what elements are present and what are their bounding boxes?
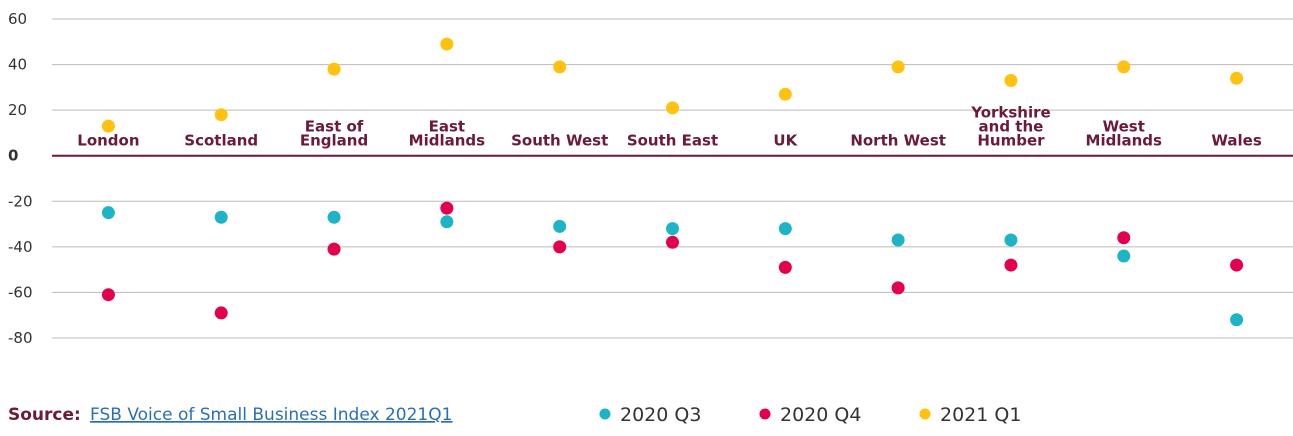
dot [327,242,341,256]
dot [891,233,905,247]
source-label: Source: [8,405,81,425]
legend-marker [919,408,931,420]
dot [440,201,454,215]
dot [101,119,115,133]
dot [101,288,115,302]
dot [666,222,679,236]
dot [1004,258,1018,272]
dot [553,219,567,233]
y-tick-label: -60 [8,283,33,301]
x-tick-label: North West [850,132,946,150]
legend-marker [599,408,611,420]
dot [214,108,228,122]
x-tick-label: UK [773,132,798,150]
dot [553,60,567,74]
x-tick-label: East of England [300,118,368,150]
x-tick-label: Scotland [184,132,258,150]
source-link[interactable]: FSB Voice of Small Business Index 2021Q1 [90,405,452,425]
dot [101,206,115,220]
dot [1004,233,1018,247]
dot [553,240,567,254]
y-tick-label: -80 [8,329,33,347]
legend-marker [759,408,771,420]
dot [440,37,454,51]
dot [214,306,228,320]
legend-label: 2020 Q3 [620,404,701,426]
y-tick-label: 0 [8,147,18,165]
x-tick-label: South West [511,132,608,150]
dot [1230,71,1244,85]
dot [778,222,792,236]
dot [666,235,679,249]
dot [1004,74,1018,88]
legend-label: 2020 Q4 [780,404,861,426]
dot [891,281,905,295]
x-tick-label: Wales [1211,132,1261,150]
y-tick-label: 40 [8,56,27,74]
x-tick-label: West Midlands [1086,118,1162,150]
y-tick-label: 20 [8,101,27,119]
dot [440,215,454,229]
x-tick-label: London [77,132,139,150]
dot [1230,313,1244,327]
dot [778,87,792,101]
dot [327,62,341,76]
dot [778,260,792,274]
dot [327,210,341,224]
dot [1117,249,1131,263]
dot [891,60,905,74]
x-tick-label: Yorkshire and the Humber [970,104,1050,150]
dot [1117,231,1131,245]
dot [214,210,228,224]
legend-label: 2021 Q1 [940,404,1021,426]
dot [1117,60,1131,74]
y-tick-label: -20 [8,192,33,210]
y-tick-label: -40 [8,238,33,256]
dot [666,101,679,115]
x-tick-label: East Midlands [409,118,485,150]
y-tick-label: 60 [8,10,27,28]
dot [1230,258,1244,272]
x-tick-label: South East [627,132,718,150]
